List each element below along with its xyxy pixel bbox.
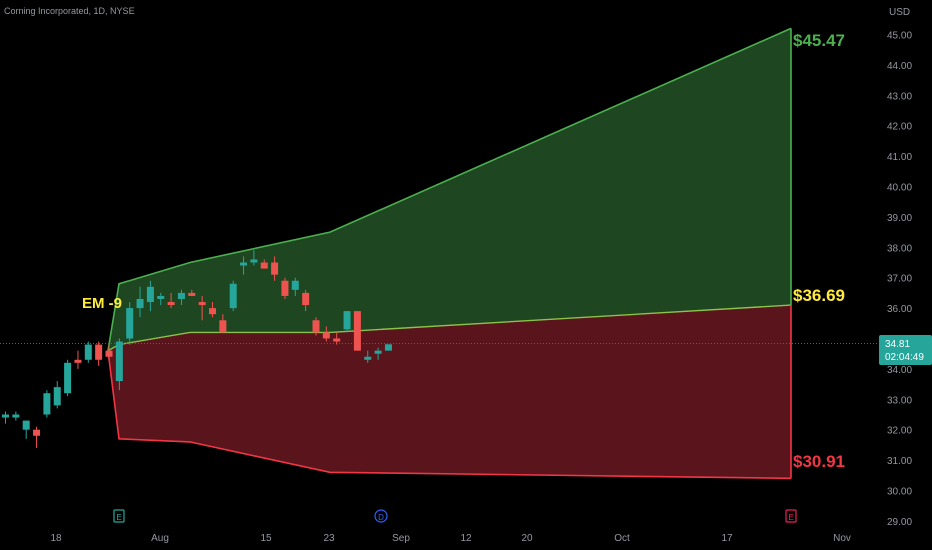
candle-body	[84, 344, 92, 360]
candle-body	[95, 344, 103, 360]
time-axis[interactable]: 18 Aug 15 23 Sep 12 20 Oct 17 Nov	[50, 533, 850, 544]
candle-body	[33, 429, 41, 436]
candle-body	[198, 302, 206, 306]
upper-target-label: $45.47	[793, 31, 845, 50]
candle-body	[22, 420, 30, 430]
middle-target-label: $36.69	[793, 286, 845, 305]
candle-body	[126, 308, 134, 339]
candle-body	[12, 414, 20, 418]
x-tick-label: 15	[260, 533, 272, 544]
candle-body	[281, 280, 289, 296]
x-tick-label: 23	[323, 533, 335, 544]
candle-body	[43, 393, 51, 415]
y-tick-label: 32.00	[887, 426, 912, 437]
y-tick-label: 33.00	[887, 395, 912, 406]
candle-body	[146, 286, 154, 303]
middle-line	[107, 304, 792, 352]
y-tick-label: 42.00	[887, 122, 912, 133]
x-tick-label: Oct	[614, 533, 630, 544]
candle-body	[229, 283, 237, 309]
lower-zone	[108, 305, 791, 479]
candlestick-series	[2, 250, 392, 448]
candle-body	[333, 338, 341, 342]
y-tick-label: 29.00	[887, 517, 912, 528]
candle-body	[105, 350, 113, 357]
upper-bound-line	[107, 27, 792, 351]
candle-body	[322, 332, 330, 339]
last-price-value: 34.81	[885, 339, 910, 350]
candle-body	[157, 295, 165, 299]
candle-body	[188, 292, 196, 296]
earnings-marker	[113, 509, 125, 523]
em-label: EM -9	[82, 295, 122, 312]
x-tick-label: Sep	[392, 533, 410, 544]
lower-bound-line	[107, 350, 792, 480]
candle-body	[53, 387, 61, 406]
x-tick-label: Nov	[833, 533, 851, 544]
y-tick-label: 38.00	[887, 243, 912, 254]
expected-move-zones	[107, 27, 792, 480]
candle-body	[177, 292, 185, 299]
y-tick-label: 34.00	[887, 365, 912, 376]
x-tick-label: 20	[521, 533, 533, 544]
y-tick-label: 39.00	[887, 213, 912, 224]
candle-body	[219, 320, 227, 333]
candle-body	[64, 362, 72, 394]
candle-body	[250, 259, 258, 263]
candle-body	[291, 280, 299, 290]
candle-body	[343, 311, 351, 330]
candle-body	[209, 308, 216, 315]
zone-labels: EM -9 $45.47 $36.69 $30.91	[82, 31, 845, 471]
dividend-marker	[374, 509, 388, 523]
earnings-marker	[785, 509, 797, 523]
candle-body	[374, 350, 382, 354]
candle-body	[167, 302, 175, 306]
event-marker-letter: E	[116, 513, 121, 522]
candle-body	[302, 292, 310, 306]
price-tag-background	[879, 335, 932, 365]
candle-body	[74, 359, 82, 363]
y-tick-label: 36.00	[887, 304, 912, 315]
y-tick-label: 45.00	[887, 31, 912, 42]
candle-body	[271, 262, 279, 275]
candle-body	[115, 341, 123, 382]
candle-body	[240, 262, 248, 266]
y-tick-label: 43.00	[887, 91, 912, 102]
candle-body	[136, 298, 144, 309]
y-tick-label: 40.00	[887, 183, 912, 194]
chart-title: Corning Incorporated, 1D, NYSE	[4, 6, 135, 16]
y-axis-currency: USD	[889, 7, 910, 18]
candle-body	[312, 320, 320, 333]
y-tick-label: 44.00	[887, 61, 912, 72]
y-tick-label: 41.00	[887, 152, 912, 163]
x-tick-label: 12	[460, 533, 472, 544]
y-tick-label: 31.00	[887, 456, 912, 467]
last-price-tag: 34.81 02:04:49	[879, 335, 932, 365]
candle-body	[2, 414, 9, 418]
candle-body	[353, 311, 361, 351]
bar-countdown: 02:04:49	[885, 352, 924, 363]
lower-target-label: $30.91	[793, 452, 845, 471]
x-tick-label: 18	[50, 533, 62, 544]
y-tick-label: 37.00	[887, 274, 912, 285]
candle-body	[260, 262, 268, 269]
x-tick-label: 17	[721, 533, 733, 544]
upper-zone	[108, 28, 791, 351]
x-tick-label: Aug	[151, 533, 169, 544]
candle-body	[384, 344, 392, 351]
event-marker-letter: E	[788, 513, 793, 522]
event-marker-letter: D	[378, 513, 384, 522]
candle-body	[364, 356, 372, 360]
y-tick-label: 30.00	[887, 487, 912, 498]
